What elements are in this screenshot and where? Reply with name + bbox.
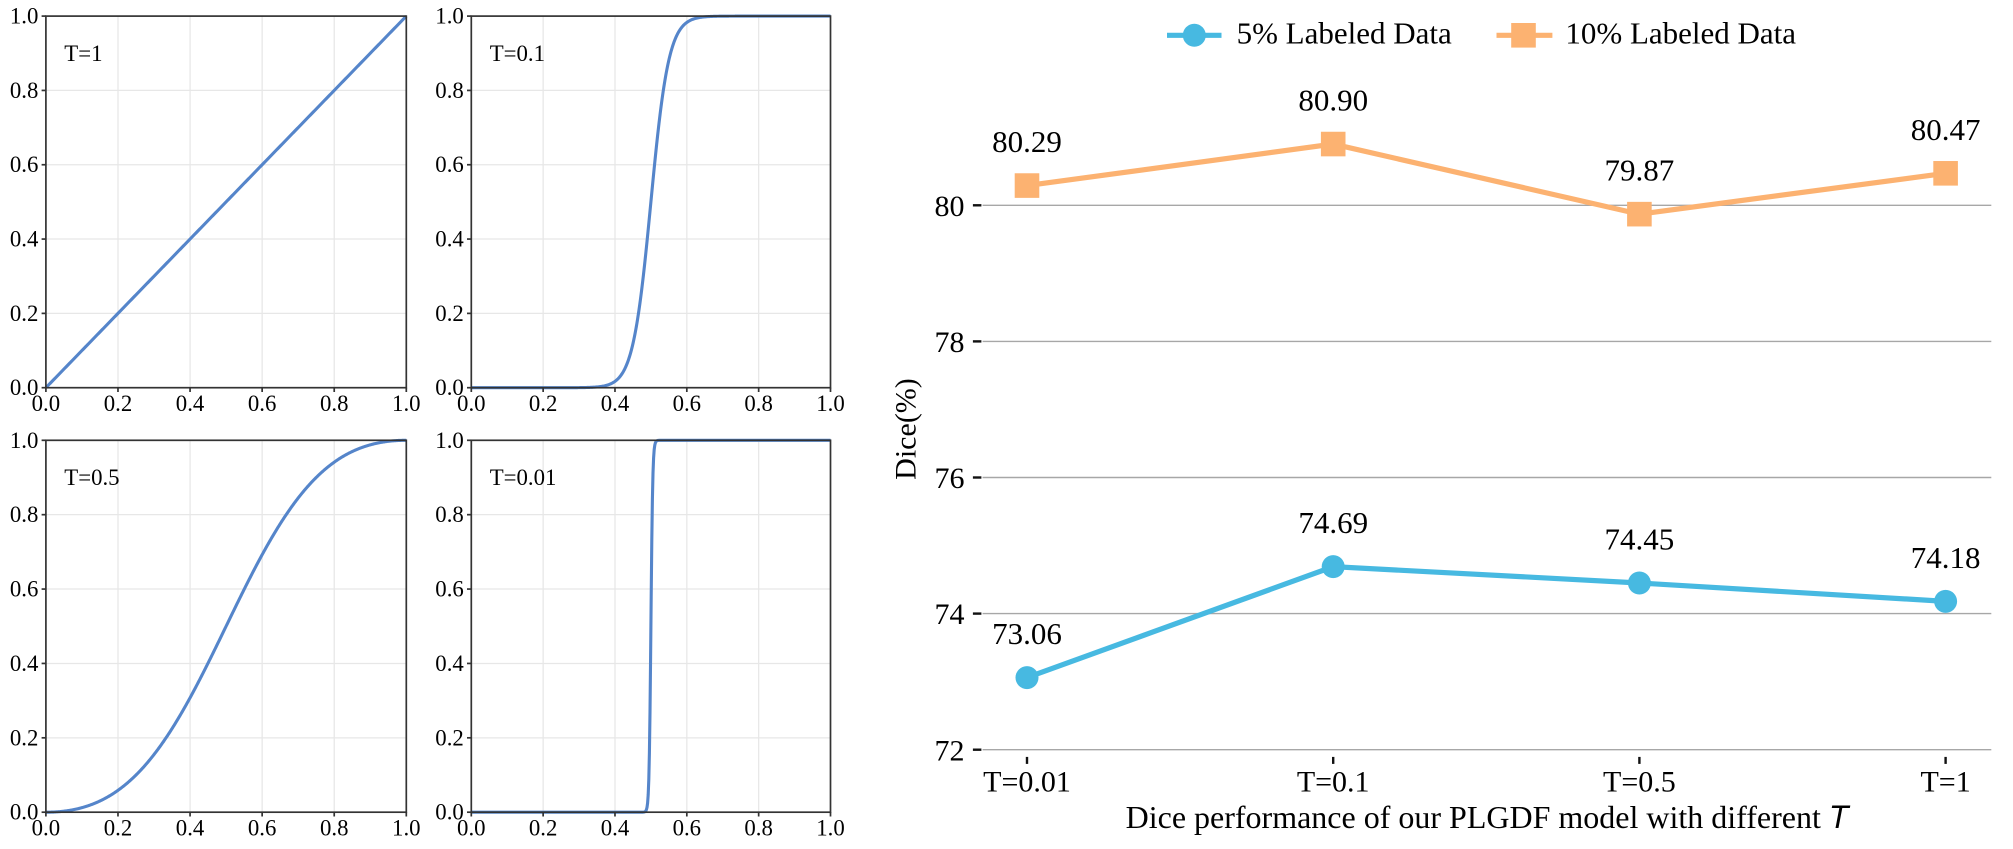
svg-text:0.8: 0.8	[744, 815, 773, 840]
svg-text:0.4: 0.4	[176, 815, 205, 840]
svg-text:0.6: 0.6	[248, 391, 277, 416]
svg-text:0.4: 0.4	[601, 391, 630, 416]
svg-text:0.4: 0.4	[10, 651, 39, 676]
svg-text:0.8: 0.8	[10, 502, 39, 527]
svg-text:T=0.01: T=0.01	[490, 465, 557, 490]
svg-text:0.2: 0.2	[435, 301, 464, 326]
svg-text:0.0: 0.0	[32, 391, 61, 416]
svg-text:1.0: 1.0	[435, 4, 464, 29]
svg-text:0.8: 0.8	[320, 391, 349, 416]
svg-text:T=0.01: T=0.01	[983, 766, 1071, 799]
svg-text:T=0.5: T=0.5	[1603, 766, 1676, 799]
svg-text:1.0: 1.0	[816, 391, 845, 416]
svg-text:0.2: 0.2	[104, 391, 133, 416]
svg-text:1.0: 1.0	[10, 428, 39, 453]
svg-text:0.0: 0.0	[10, 375, 39, 400]
svg-text:0.4: 0.4	[176, 391, 205, 416]
svg-text:0.2: 0.2	[10, 725, 39, 750]
svg-text:79.87: 79.87	[1605, 153, 1675, 188]
svg-text:73.06: 73.06	[992, 616, 1062, 651]
svg-text:74.18: 74.18	[1911, 540, 1981, 575]
svg-text:1.0: 1.0	[392, 815, 421, 840]
svg-text:0.8: 0.8	[10, 78, 39, 103]
svg-text:T=1: T=1	[1920, 766, 1970, 799]
svg-text:Dice(%): Dice(%)	[890, 378, 923, 480]
svg-text:Dice performance of our PLGDF: Dice performance of our PLGDF model with…	[1126, 799, 1851, 835]
svg-text:76: 76	[935, 462, 965, 495]
svg-text:80.29: 80.29	[992, 124, 1062, 159]
svg-text:1.0: 1.0	[392, 391, 421, 416]
svg-text:80.47: 80.47	[1911, 112, 1981, 147]
svg-text:5% Labeled Data: 5% Labeled Data	[1237, 16, 1452, 51]
svg-text:0.2: 0.2	[104, 815, 133, 840]
svg-text:10% Labeled Data: 10% Labeled Data	[1565, 16, 1796, 51]
svg-text:T=0.1: T=0.1	[490, 41, 545, 66]
svg-text:0.0: 0.0	[435, 375, 464, 400]
svg-text:0.8: 0.8	[320, 815, 349, 840]
svg-text:72: 72	[935, 734, 965, 767]
svg-text:0.4: 0.4	[601, 815, 630, 840]
svg-text:0.4: 0.4	[435, 227, 464, 252]
svg-text:74: 74	[935, 598, 965, 631]
svg-text:0.6: 0.6	[10, 152, 39, 177]
svg-text:80: 80	[935, 190, 965, 223]
svg-text:0.2: 0.2	[529, 815, 558, 840]
svg-text:0.2: 0.2	[10, 301, 39, 326]
svg-text:0.0: 0.0	[457, 815, 486, 840]
svg-text:0.0: 0.0	[10, 800, 39, 825]
svg-text:0.4: 0.4	[435, 651, 464, 676]
svg-text:74.69: 74.69	[1298, 505, 1368, 540]
svg-text:T=0.1: T=0.1	[1297, 766, 1370, 799]
svg-text:1.0: 1.0	[10, 4, 39, 29]
svg-text:0.0: 0.0	[457, 391, 486, 416]
svg-text:0.6: 0.6	[673, 815, 702, 840]
svg-text:0.0: 0.0	[435, 800, 464, 825]
svg-text:1.0: 1.0	[816, 815, 845, 840]
svg-text:0.0: 0.0	[32, 815, 61, 840]
svg-text:0.6: 0.6	[435, 577, 464, 602]
svg-text:T=0.5: T=0.5	[64, 465, 119, 490]
svg-text:0.2: 0.2	[529, 391, 558, 416]
svg-text:0.8: 0.8	[435, 502, 464, 527]
svg-text:0.6: 0.6	[435, 152, 464, 177]
svg-text:T=1: T=1	[64, 41, 102, 66]
svg-text:0.2: 0.2	[435, 725, 464, 750]
svg-text:0.6: 0.6	[10, 577, 39, 602]
svg-text:1.0: 1.0	[435, 428, 464, 453]
svg-text:0.8: 0.8	[435, 78, 464, 103]
svg-text:0.6: 0.6	[248, 815, 277, 840]
svg-text:78: 78	[935, 326, 965, 359]
svg-text:0.4: 0.4	[10, 227, 39, 252]
svg-text:0.8: 0.8	[744, 391, 773, 416]
svg-text:0.6: 0.6	[673, 391, 702, 416]
svg-text:74.45: 74.45	[1605, 521, 1675, 556]
svg-text:80.90: 80.90	[1298, 83, 1368, 118]
